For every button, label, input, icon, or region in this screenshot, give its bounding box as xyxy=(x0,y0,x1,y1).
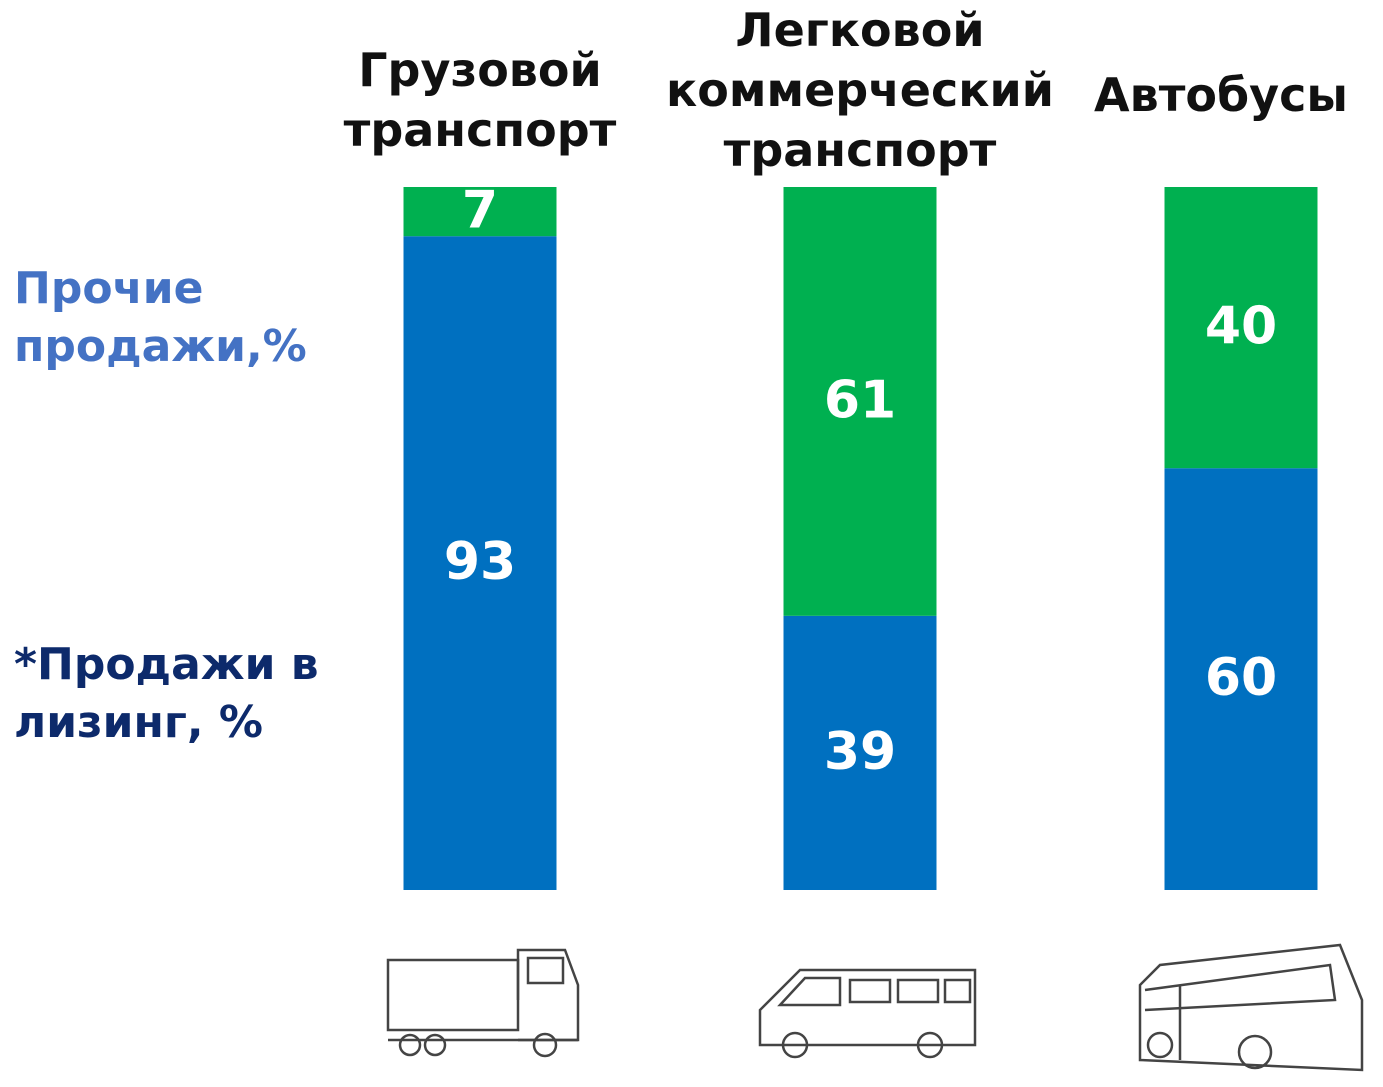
value-label: 7 xyxy=(462,181,498,241)
page: {"chart_data": {"type": "bar", "stacked"… xyxy=(0,0,1383,1087)
value-label: 61 xyxy=(824,370,896,430)
chart: 93 7 39 61 60 40 xyxy=(0,0,1383,1087)
value-label: 39 xyxy=(824,722,896,782)
truck-icon xyxy=(388,950,578,1056)
van-icon xyxy=(760,970,975,1057)
value-label: 40 xyxy=(1205,297,1277,357)
bus-icon xyxy=(1140,945,1362,1070)
value-label: 60 xyxy=(1205,648,1277,708)
value-label: 93 xyxy=(444,532,516,592)
